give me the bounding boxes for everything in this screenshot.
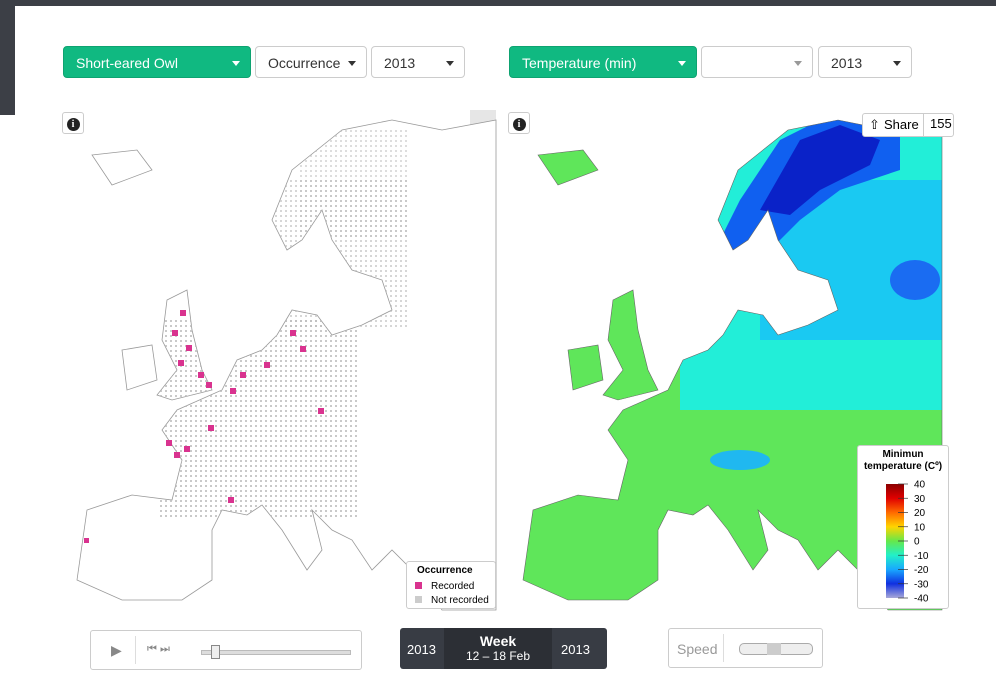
- layer-select[interactable]: Occurrence: [255, 46, 367, 78]
- share-count: 155: [923, 113, 952, 137]
- label: 2013: [384, 55, 416, 71]
- occurrence-legend: Occurrence Recorded Not recorded: [406, 561, 496, 609]
- week-center: Week 12 – 18 Feb: [444, 628, 552, 669]
- slider-handle[interactable]: [211, 645, 220, 659]
- info-button[interactable]: i: [62, 112, 84, 134]
- tick-label: 40: [914, 480, 926, 491]
- title-line: Minimun: [882, 449, 924, 460]
- color-scale: 40 30 20 10 0 -10 -20 -30 -40: [886, 480, 929, 605]
- legend-label: Recorded: [431, 581, 475, 592]
- tick-label: 0: [914, 537, 920, 548]
- week-range: 12 – 18 Feb: [465, 649, 531, 663]
- speed-handle[interactable]: [767, 643, 781, 655]
- share-icon: ⇧: [869, 117, 880, 132]
- week-label: Week: [479, 633, 517, 649]
- legend-swatch: [415, 596, 422, 603]
- label: Occurrence: [268, 55, 341, 71]
- slider-track: [201, 650, 351, 655]
- tick-label: 30: [914, 494, 926, 505]
- tick-label: -10: [914, 551, 929, 562]
- tick-label: 20: [914, 508, 926, 519]
- label: 2013: [831, 55, 863, 71]
- tick-label: -40: [914, 594, 929, 605]
- step-buttons[interactable]: ⏮ ⏭: [147, 643, 170, 655]
- legend-item: Not recorded: [415, 595, 489, 606]
- end-year: 2013: [561, 642, 590, 657]
- tick-label: -20: [914, 565, 929, 576]
- player-controls: ▶ ⏮ ⏭: [90, 630, 362, 670]
- play-button[interactable]: ▶: [111, 642, 122, 658]
- share-label: Share: [884, 117, 919, 132]
- week-display: 2013 Week 12 – 18 Feb 2013: [400, 628, 607, 669]
- share-button[interactable]: ⇧ Share 155: [862, 113, 954, 137]
- legend-swatch: [415, 582, 422, 589]
- start-year: 2013: [407, 642, 436, 657]
- title-line: temperature (Cº): [863, 461, 943, 472]
- year-select[interactable]: 2013: [371, 46, 465, 78]
- label: Short-eared Owl: [76, 55, 178, 71]
- legend-label: Not recorded: [431, 595, 489, 606]
- legend-title: Occurrence: [417, 565, 473, 576]
- label: Temperature (min): [522, 55, 637, 71]
- empty-select[interactable]: [701, 46, 813, 78]
- legend-title: Minimun temperature (Cº): [858, 449, 948, 473]
- species-select[interactable]: Short-eared Owl: [63, 46, 251, 78]
- occurrence-map: [76, 110, 497, 611]
- tick-label: 10: [914, 522, 926, 533]
- speed-label: Speed: [677, 641, 718, 657]
- info-button[interactable]: i: [508, 112, 530, 134]
- speed-control: Speed: [668, 628, 823, 668]
- legend-item: Recorded: [415, 581, 474, 592]
- variable-select[interactable]: Temperature (min): [509, 46, 697, 78]
- year-select[interactable]: 2013: [818, 46, 912, 78]
- temperature-legend: Minimun temperature (Cº) 40 30 20 10 0 -10 -20…: [857, 445, 949, 609]
- tick-label: -30: [914, 579, 929, 590]
